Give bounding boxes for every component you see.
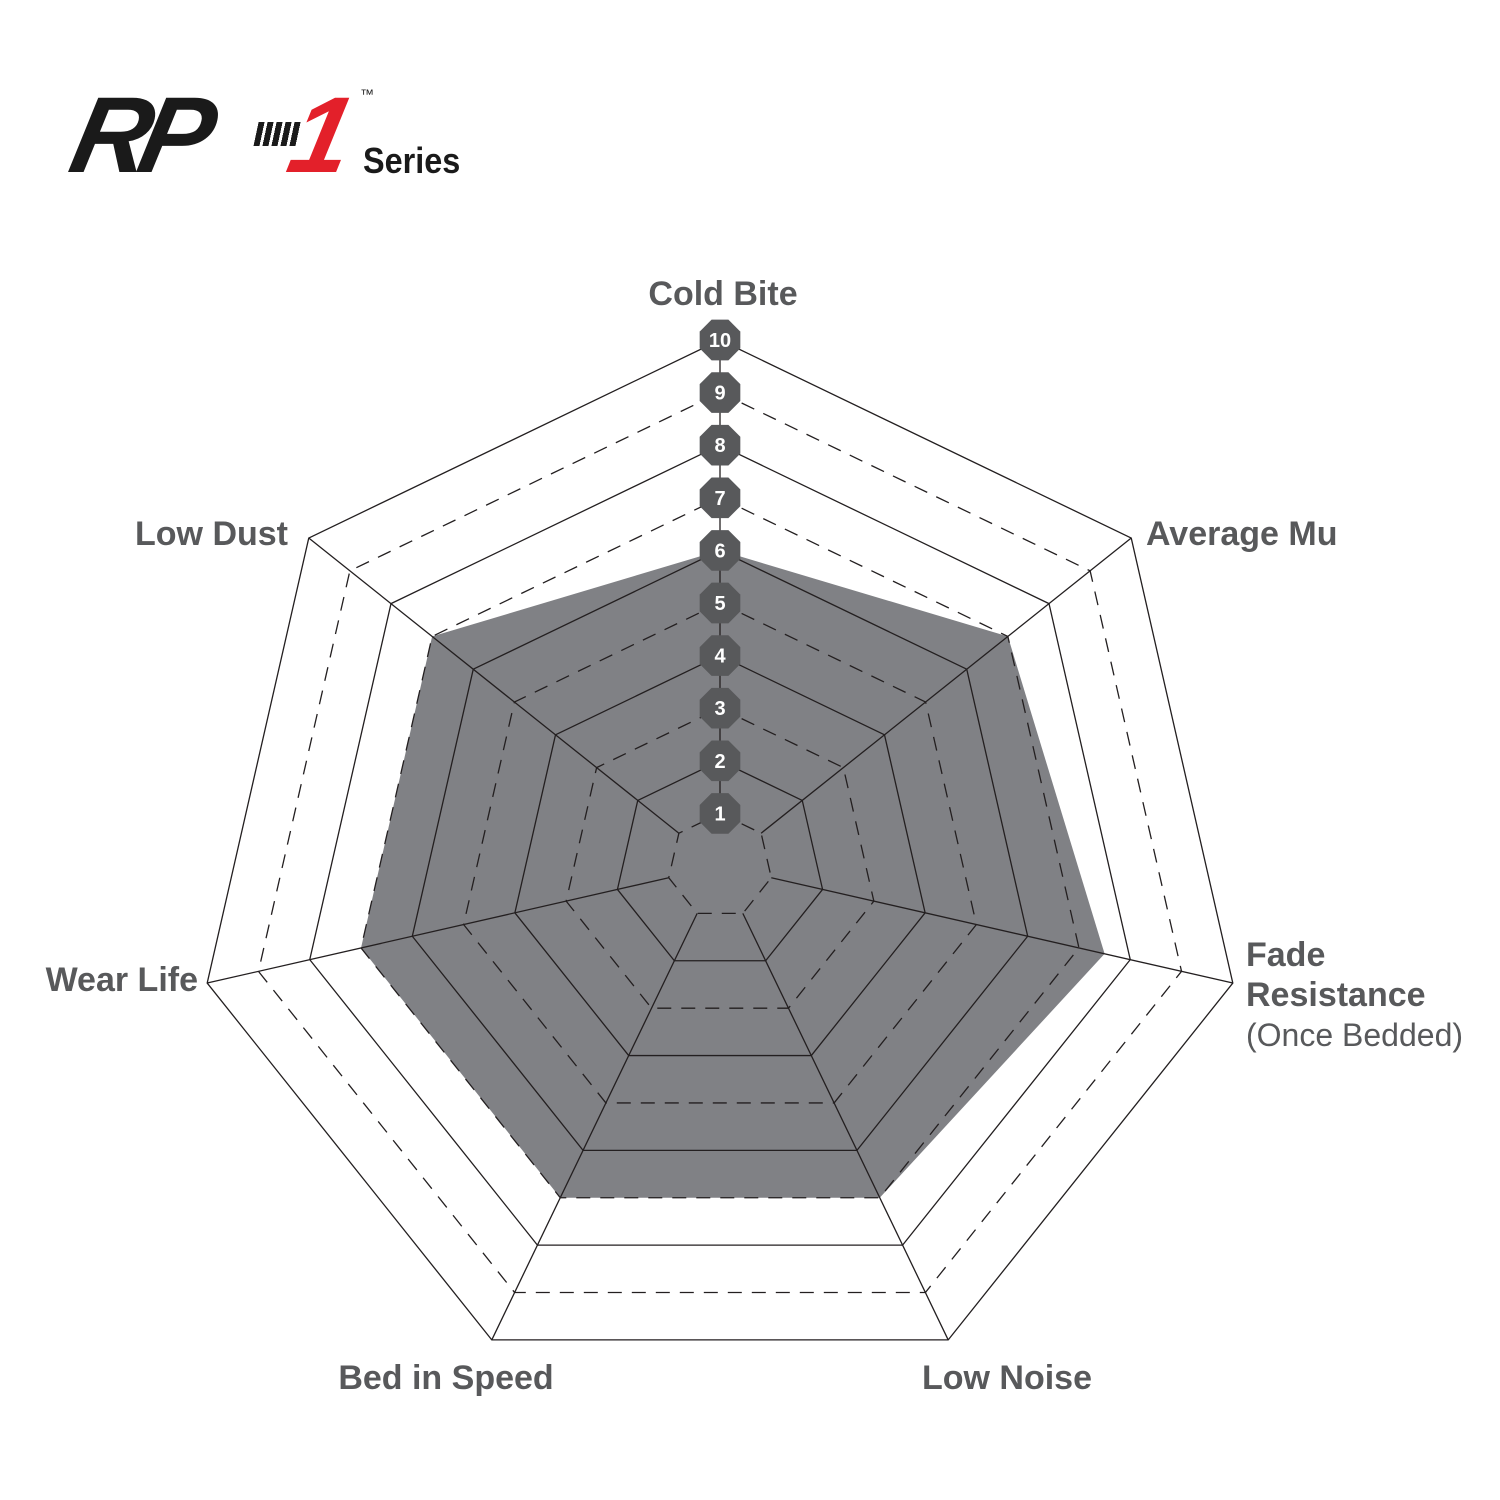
tick-label: 10: [709, 330, 731, 352]
tick-label: 9: [714, 383, 725, 405]
grid-ring-2: [616, 760, 824, 962]
axis-spoke: [491, 913, 698, 1341]
axis-spoke: [207, 877, 669, 984]
logo-series: Series: [363, 140, 461, 181]
tick-label: 2: [714, 751, 725, 773]
axis-label-cold-bite: Cold Bite: [648, 275, 797, 313]
grid-ring-5: [462, 602, 978, 1104]
tick-label: 5: [714, 593, 725, 615]
axis-label-wear-life: Wear Life: [46, 961, 198, 999]
axis-spoke: [742, 913, 949, 1341]
rp1-series-logo: RP 1 ™ Series: [61, 74, 490, 195]
tick-label: 6: [714, 540, 725, 562]
axis-spoke: [760, 537, 1132, 834]
axis-spoke: [308, 537, 680, 834]
tick-label: 1: [714, 803, 725, 825]
tick-badge: [699, 635, 741, 676]
grid-ring-10: [206, 339, 1234, 1341]
tick-badge: [699, 530, 741, 571]
grid-ring-1: [668, 812, 772, 915]
tick-badge: [699, 582, 741, 624]
tick-badge: [699, 793, 741, 834]
axis-spoke: [771, 877, 1233, 984]
tick-badge: [699, 424, 741, 466]
axis-label-fade-resistance: Fade Resistance: [1246, 936, 1426, 1014]
tick-badge: [699, 477, 741, 519]
grid-ring-8: [309, 444, 1131, 1246]
grid-ring-7: [360, 497, 1080, 1199]
tick-label: 4: [714, 646, 726, 668]
data-area: [361, 550, 1105, 1198]
grid-ring-3: [565, 707, 875, 1009]
logo-trademark: ™: [360, 86, 374, 102]
axis-label-average-mu: Average Mu: [1146, 515, 1337, 553]
axis-label-low-noise: Low Noise: [922, 1359, 1092, 1397]
axis-label-low-dust: Low Dust: [135, 515, 288, 553]
axis-sublabel: (Once Bedded): [1246, 1017, 1463, 1053]
grid-ring-6: [411, 549, 1029, 1151]
tick-badge: [699, 740, 741, 782]
tick-badge: [699, 687, 741, 729]
tick-badge: [699, 372, 741, 413]
tick-label: 8: [714, 435, 725, 457]
tick-label: 3: [714, 698, 725, 720]
tick-label: 7: [714, 488, 725, 510]
grid-ring-4: [514, 654, 926, 1057]
axis-label-bed-in-speed: Bed in Speed: [338, 1359, 553, 1397]
tick-badge: [699, 319, 741, 361]
